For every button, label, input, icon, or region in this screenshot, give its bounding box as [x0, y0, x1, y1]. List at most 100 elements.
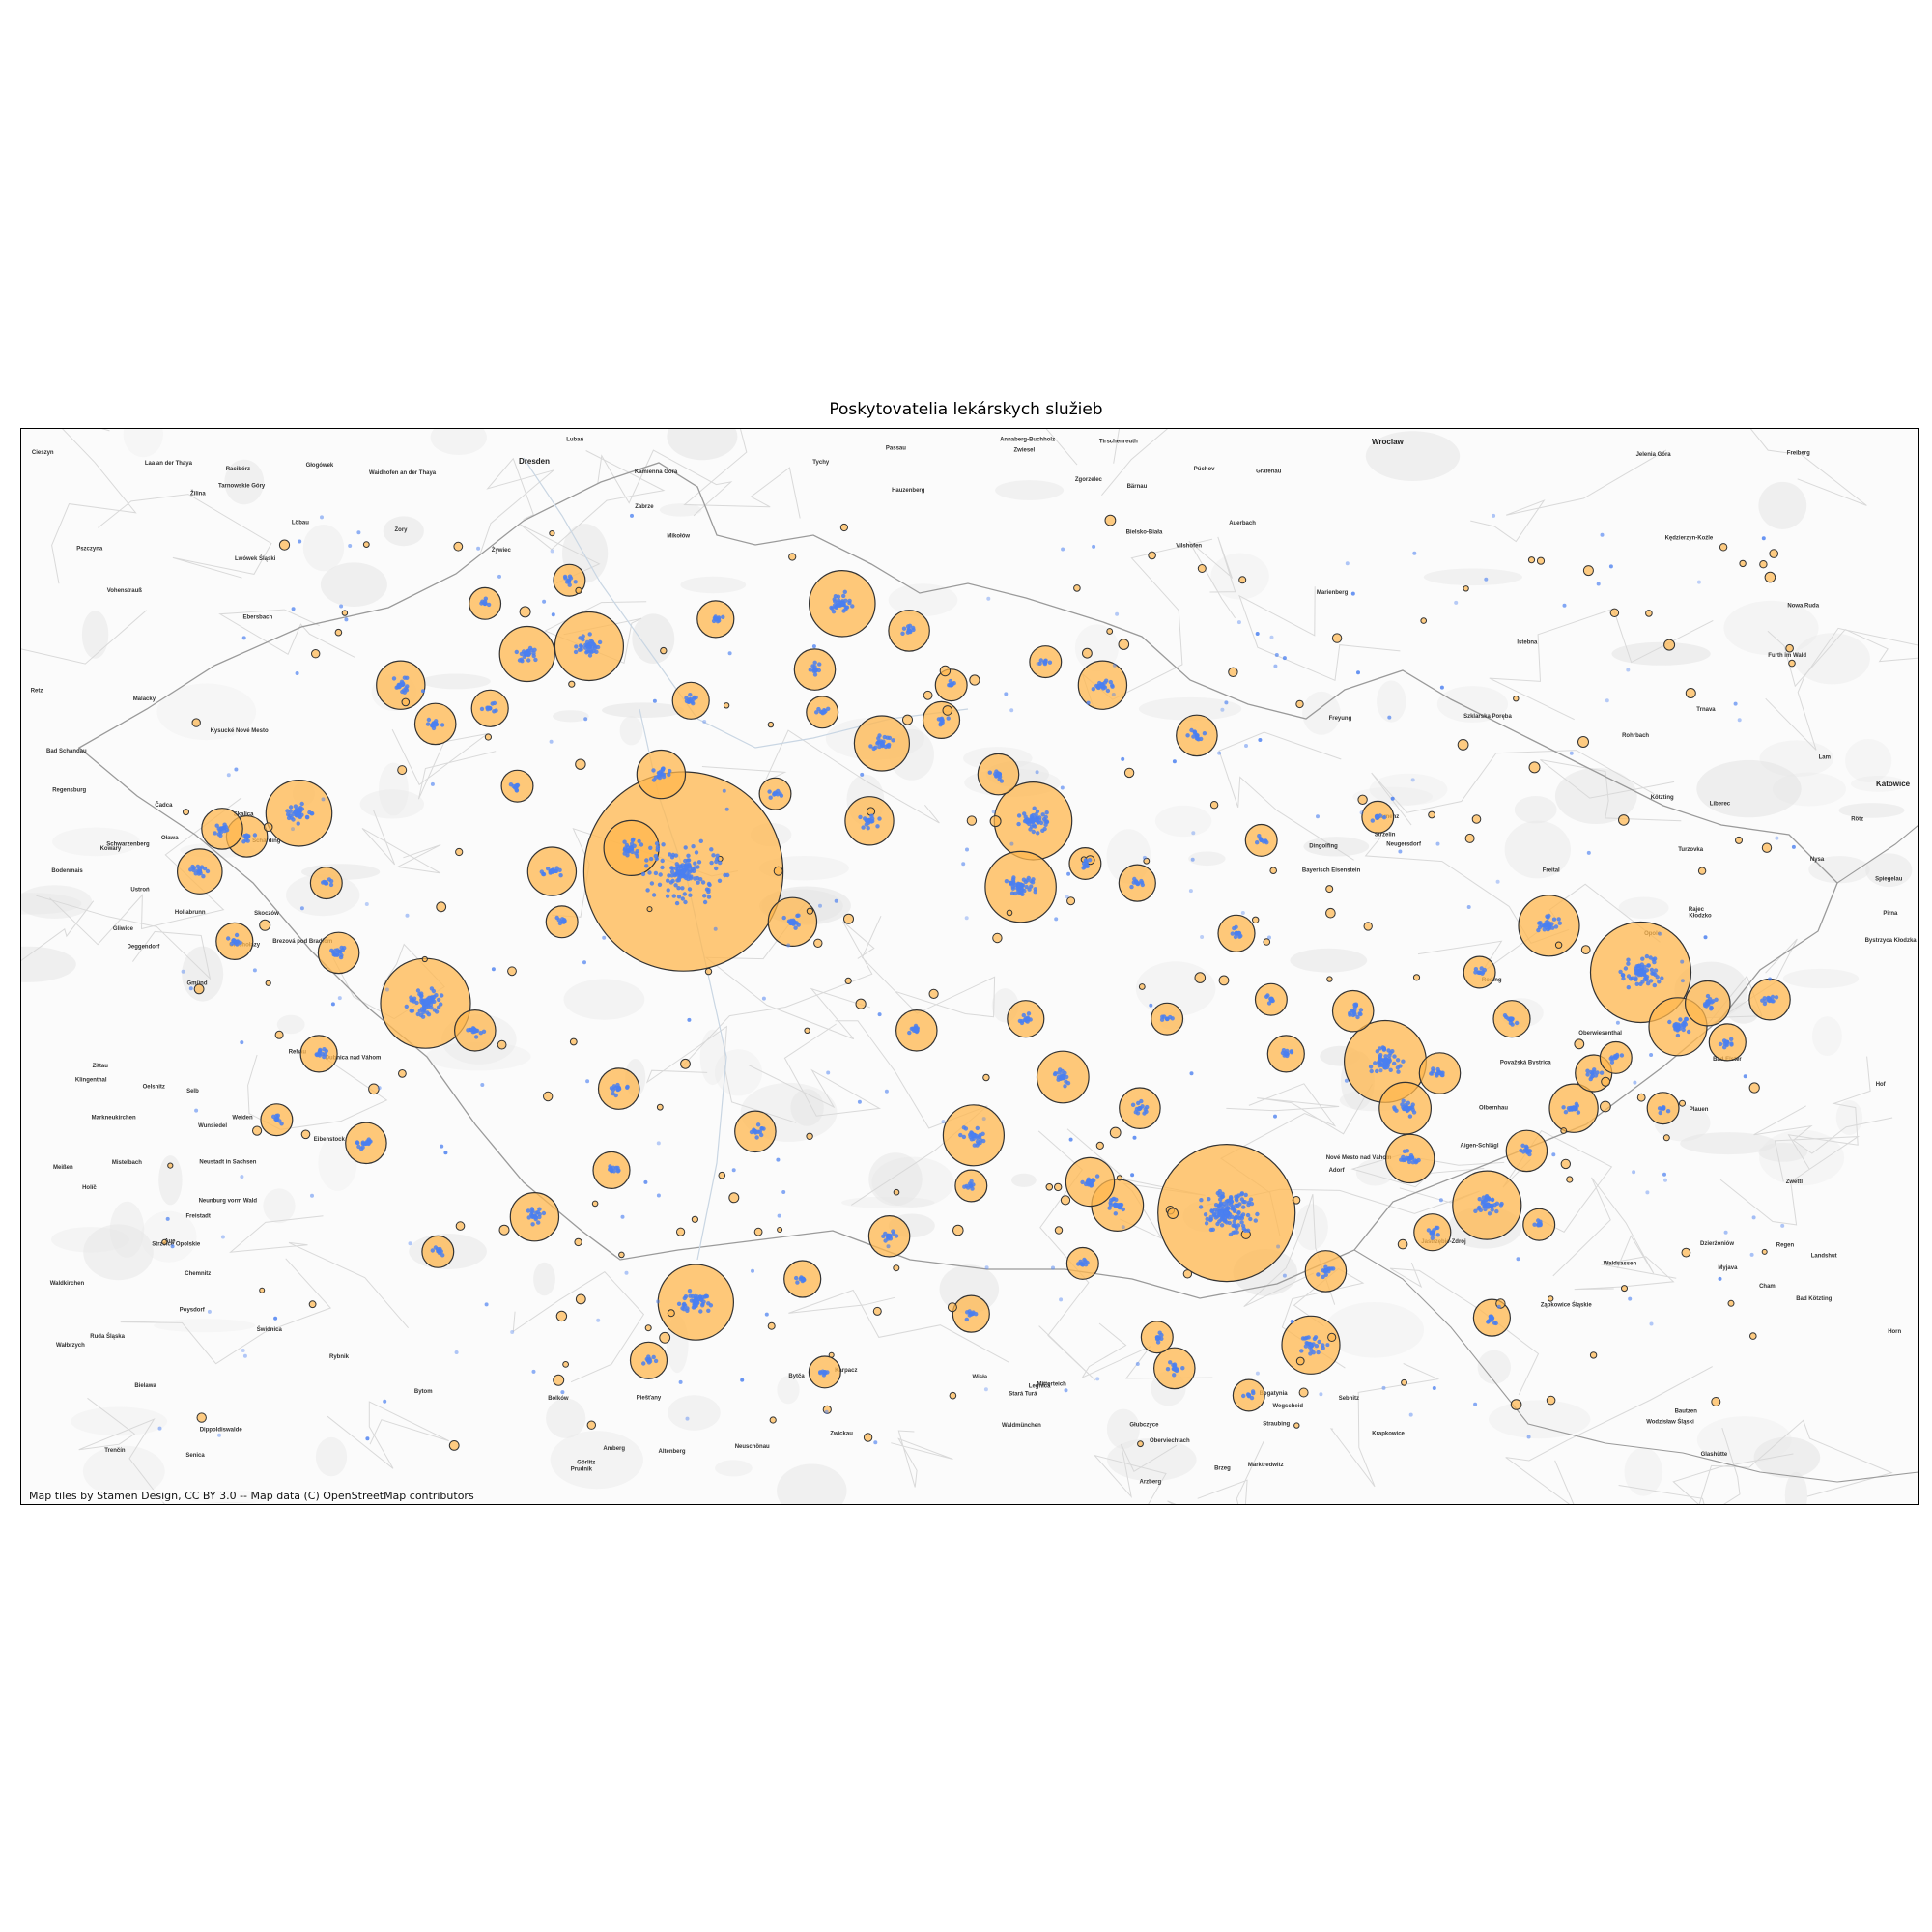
provider-point: [660, 865, 665, 870]
provider-point: [1495, 879, 1500, 884]
provider-point: [1250, 1389, 1256, 1394]
provider-point: [384, 987, 389, 992]
small-bubble: [1759, 560, 1768, 569]
provider-point: [684, 698, 690, 704]
provider-point: [1626, 961, 1631, 966]
map-canvas[interactable]: Dresden Wroclaw Katowice Zittau Liberec Jelen…: [21, 429, 1918, 1504]
provider-point: [1190, 857, 1195, 862]
provider-point: [683, 899, 688, 905]
provider-point: [1180, 1366, 1185, 1371]
provider-point: [1317, 1339, 1321, 1345]
provider-point: [430, 781, 435, 786]
provider-point: [420, 1014, 426, 1019]
provider-point: [291, 817, 296, 822]
provider-point: [299, 801, 304, 807]
provider-point: [834, 898, 838, 903]
provider-point: [680, 873, 686, 879]
provider-point: [191, 866, 197, 870]
provider-point: [648, 845, 653, 850]
provider-point: [842, 589, 847, 594]
provider-point: [653, 1358, 659, 1364]
small-bubble: [676, 1227, 686, 1236]
provider-point: [322, 1054, 327, 1060]
provider-point: [1235, 1198, 1239, 1203]
provider-point: [1536, 1218, 1541, 1223]
provider-point: [194, 1108, 199, 1113]
provider-point: [1551, 917, 1557, 922]
small-bubble: [259, 1287, 266, 1293]
provider-point: [1438, 1070, 1444, 1076]
provider-point: [1253, 1218, 1259, 1223]
land-patch: [1794, 633, 1870, 685]
place-label: Głogówek: [306, 463, 334, 469]
land-patch: [1514, 796, 1557, 824]
provider-point: [971, 1310, 976, 1315]
provider-point: [533, 1214, 538, 1219]
provider-point: [252, 833, 258, 838]
provider-point: [698, 838, 703, 843]
provider-point: [1255, 840, 1260, 845]
provider-point: [1051, 1265, 1055, 1270]
provider-point: [1775, 836, 1779, 840]
provider-point: [965, 847, 969, 852]
provider-point: [1009, 882, 1014, 887]
place-label: Weiden: [232, 1116, 253, 1122]
provider-point: [759, 1126, 764, 1131]
provider-point: [1585, 1072, 1590, 1077]
small-bubble: [1331, 633, 1343, 643]
provider-point: [969, 1179, 974, 1184]
land-patch: [182, 946, 224, 1002]
land-patch: [82, 1445, 165, 1497]
provider-point: [1544, 924, 1549, 930]
provider-point: [1215, 1221, 1220, 1227]
provider-point: [1770, 994, 1776, 1000]
small-bubble: [1082, 647, 1093, 659]
land-patch: [1851, 776, 1907, 792]
place-label: Plauen: [1690, 1107, 1709, 1113]
place-label: Rötz: [1851, 817, 1863, 823]
provider-point: [700, 1303, 705, 1308]
small-bubble: [1663, 639, 1676, 651]
small-bubble: [769, 1416, 777, 1424]
small-bubble: [183, 809, 189, 816]
provider-point: [404, 1004, 409, 1009]
small-bubble: [1788, 659, 1796, 668]
provider-point: [473, 1035, 479, 1039]
provider-point: [409, 998, 413, 1003]
place-label: Trnava: [1696, 707, 1716, 713]
provider-point: [1145, 1104, 1150, 1110]
provider-point: [1160, 1014, 1165, 1019]
provider-point: [683, 1294, 689, 1299]
provider-point: [436, 1005, 441, 1009]
provider-point: [965, 1185, 971, 1190]
small-bubble: [660, 646, 668, 655]
provider-point: [1623, 966, 1629, 971]
provider-point: [1198, 1205, 1204, 1209]
country-border-sk: [1353, 1249, 1918, 1483]
provider-point: [718, 860, 723, 866]
place-label: Bärnau: [1127, 484, 1148, 490]
small-bubble: [1618, 814, 1630, 826]
road: [597, 449, 733, 517]
provider-point: [1653, 968, 1659, 973]
provider-point: [1723, 1230, 1728, 1235]
provider-point: [1308, 1351, 1313, 1356]
provider-point: [594, 649, 599, 654]
provider-point: [1709, 1006, 1714, 1010]
provider-point: [377, 1086, 382, 1091]
provider-point: [975, 1125, 980, 1131]
small-bubble: [421, 955, 428, 963]
provider-point: [688, 876, 694, 881]
provider-point: [1388, 1050, 1393, 1056]
provider-point: [635, 854, 639, 859]
provider-point: [1466, 905, 1471, 909]
provider-point: [596, 1318, 601, 1322]
provider-point: [1526, 1435, 1531, 1439]
small-bubble: [1463, 585, 1469, 592]
map-frame[interactable]: Dresden Wroclaw Katowice Zittau Liberec Jelen…: [20, 428, 1919, 1505]
provider-point: [721, 614, 725, 619]
provider-point: [685, 858, 691, 863]
provider-point: [218, 830, 224, 835]
provider-point: [291, 827, 295, 832]
land-patch: [1680, 1132, 1776, 1155]
